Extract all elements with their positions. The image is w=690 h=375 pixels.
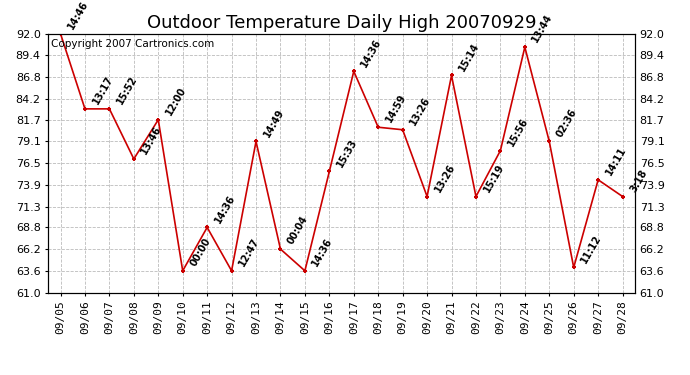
Point [373, 124, 384, 130]
Text: 12:00: 12:00 [164, 85, 188, 117]
Text: 14:59: 14:59 [384, 93, 408, 124]
Point [397, 127, 408, 133]
Text: 12:47: 12:47 [237, 236, 262, 268]
Point [177, 268, 188, 274]
Point [471, 194, 482, 200]
Point [422, 194, 433, 200]
Text: 00:04: 00:04 [286, 214, 310, 246]
Point [152, 117, 164, 123]
Point [593, 177, 604, 183]
Point [250, 138, 262, 144]
Point [520, 44, 531, 50]
Point [55, 31, 66, 37]
Text: 14:46: 14:46 [66, 0, 90, 31]
Point [275, 246, 286, 252]
Point [495, 148, 506, 154]
Point [324, 168, 335, 174]
Text: 00:00: 00:00 [188, 236, 213, 268]
Text: 15:14: 15:14 [457, 41, 481, 73]
Point [299, 268, 310, 274]
Point [544, 138, 555, 144]
Text: 13:44: 13:44 [531, 12, 555, 44]
Point [104, 106, 115, 112]
Text: 13:26: 13:26 [408, 95, 433, 127]
Text: 14:36: 14:36 [310, 236, 335, 268]
Point [201, 224, 213, 230]
Point [226, 268, 237, 274]
Text: 14:36: 14:36 [213, 193, 237, 225]
Text: 11:12: 11:12 [580, 233, 604, 265]
Text: 15:56: 15:56 [506, 116, 530, 148]
Text: 15:52: 15:52 [115, 74, 139, 106]
Text: 13:46: 13:46 [139, 124, 164, 156]
Text: 02:36: 02:36 [555, 107, 579, 139]
Point [79, 106, 90, 112]
Text: 3:18: 3:18 [628, 168, 649, 194]
Point [568, 264, 579, 270]
Point [617, 194, 628, 200]
Text: 15:33: 15:33 [335, 137, 359, 169]
Text: 13:26: 13:26 [433, 162, 457, 194]
Title: Outdoor Temperature Daily High 20070929: Outdoor Temperature Daily High 20070929 [147, 14, 536, 32]
Point [348, 68, 359, 74]
Text: 15:19: 15:19 [482, 162, 506, 194]
Text: 14:49: 14:49 [262, 107, 286, 139]
Text: 14:36: 14:36 [359, 37, 384, 69]
Point [446, 72, 457, 78]
Text: 13:17: 13:17 [90, 74, 115, 106]
Text: Copyright 2007 Cartronics.com: Copyright 2007 Cartronics.com [51, 39, 215, 49]
Point [128, 156, 139, 162]
Text: 14:11: 14:11 [604, 145, 628, 177]
